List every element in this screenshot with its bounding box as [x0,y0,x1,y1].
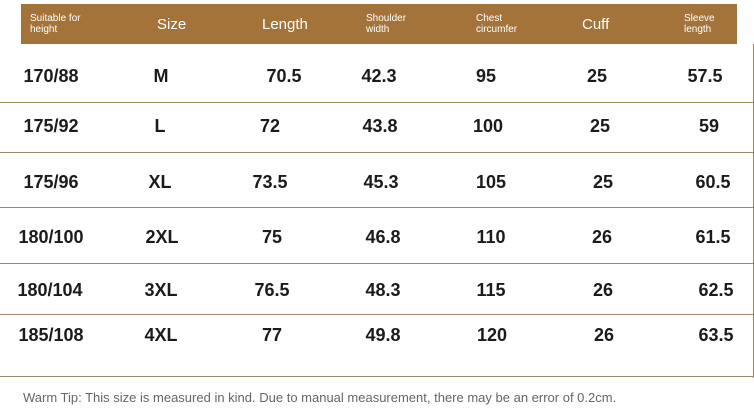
cell-shoulder: 43.8 [362,115,398,136]
table-row: 180/100 2XL 75 46.8 110 26 61.5 [0,217,754,257]
cell-chest: 115 [476,279,506,300]
cell-cuff: 25 [589,115,611,136]
header-size: Size [157,15,187,33]
cell-length: 76.5 [254,279,290,300]
row-divider [0,152,754,153]
header-sleeve: Sleeve length [684,13,715,35]
cell-chest: 100 [472,115,504,136]
table-header: Suitable for height Size Length Shoulder… [21,4,737,44]
cell-size: 2XL [145,226,179,247]
table-row: 185/108 4XL 77 49.8 120 26 63.5 [0,315,754,355]
cell-cuff: 25 [592,171,614,192]
cell-shoulder: 45.3 [363,171,399,192]
cell-length: 75 [261,226,283,247]
cell-size: L [154,115,166,136]
header-length: Length [262,15,308,33]
row-divider [0,102,754,103]
cell-cuff: 25 [586,65,608,86]
cell-sleeve: 61.5 [695,226,731,247]
cell-chest: 110 [476,226,506,247]
cell-height: 185/108 [18,324,84,345]
cell-cuff: 26 [592,279,614,300]
header-chest: Chest circumfer [476,13,518,35]
header-height: Suitable for height [30,13,81,35]
cell-sleeve: 62.5 [698,279,734,300]
cell-shoulder: 49.8 [365,324,401,345]
cell-length: 73.5 [252,171,288,192]
header-cuff: Cuff [582,15,610,33]
table-row: 175/96 XL 73.5 45.3 105 25 60.5 [0,162,754,202]
cell-chest: 105 [475,171,507,192]
cell-sleeve: 63.5 [698,324,734,345]
cell-chest: 95 [475,65,497,86]
cell-size: M [153,65,169,86]
cell-size: 4XL [144,324,178,345]
header-shoulder: Shoulder width [366,13,407,35]
warm-tip: Warm Tip: This size is measured in kind.… [23,390,617,405]
cell-height: 175/92 [23,115,79,136]
cell-height: 175/96 [23,171,79,192]
cell-shoulder: 48.3 [365,279,401,300]
cell-cuff: 26 [593,324,615,345]
cell-length: 77 [261,324,283,345]
cell-size: XL [148,171,172,192]
row-divider [0,263,754,264]
cell-sleeve: 59 [698,115,720,136]
cell-shoulder: 46.8 [365,226,401,247]
cell-height: 180/104 [17,279,83,300]
cell-length: 72 [259,115,281,136]
cell-sleeve: 60.5 [695,171,731,192]
cell-cuff: 26 [591,226,613,247]
cell-length: 70.5 [266,65,302,86]
cell-height: 170/88 [23,65,79,86]
cell-height: 180/100 [18,226,84,247]
table-bottom-border [0,376,754,377]
cell-shoulder: 42.3 [361,65,397,86]
row-divider [0,207,754,208]
row-divider [0,314,754,315]
table-row: 180/104 3XL 76.5 48.3 115 26 62.5 [0,270,754,310]
table-row: 175/92 L 72 43.8 100 25 59 [0,106,754,146]
cell-size: 3XL [144,279,178,300]
cell-sleeve: 57.5 [687,65,723,86]
table-row: 170/88 M 70.5 42.3 95 25 57.5 [0,56,754,96]
cell-chest: 120 [476,324,508,345]
